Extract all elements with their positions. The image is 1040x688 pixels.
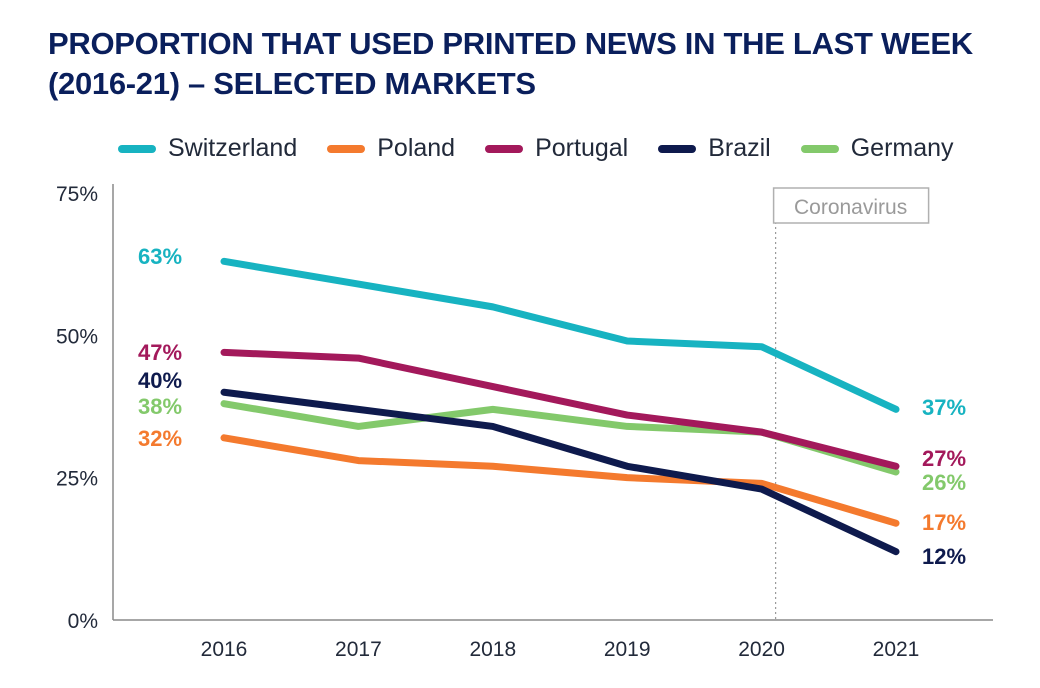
- end-label-brazil: 12%: [922, 544, 966, 569]
- legend-swatch-portugal: [485, 144, 524, 153]
- x-tick-label: 2016: [201, 638, 248, 661]
- legend-item-switzerland: Switzerland: [118, 134, 297, 163]
- legend-item-poland: Poland: [327, 134, 455, 163]
- x-tick-label: 2017: [335, 638, 382, 661]
- start-label-brazil: 40%: [138, 368, 182, 393]
- annotation-label: Coronavirus: [794, 196, 907, 219]
- start-label-poland: 32%: [138, 426, 182, 451]
- y-tick-label: 75%: [56, 183, 98, 206]
- y-tick-label: 0%: [68, 610, 98, 633]
- legend-label-germany: Germany: [850, 134, 954, 162]
- chart-title-line-2: (2016-21) – SELECTED MARKETS: [48, 66, 536, 101]
- legend-swatch-brazil: [658, 144, 697, 153]
- start-label-germany: 38%: [138, 394, 182, 419]
- legend-item-portugal: Portugal: [485, 134, 628, 163]
- end-label-switzerland: 37%: [922, 395, 966, 420]
- chart-legend: Switzerland Poland Portugal Brazil Germa…: [118, 134, 954, 163]
- chart-title-line-1: PROPORTION THAT USED PRINTED NEWS IN THE…: [48, 26, 973, 61]
- legend-swatch-germany: [800, 144, 839, 153]
- x-tick-label: 2021: [873, 638, 920, 661]
- chart-title: PROPORTION THAT USED PRINTED NEWS IN THE…: [48, 24, 1008, 104]
- series-line-poland: [220, 434, 900, 527]
- end-label-portugal: 27%: [922, 446, 966, 471]
- x-tick-label: 2020: [738, 638, 785, 661]
- series-line-switzerland: [220, 257, 900, 413]
- end-label-germany: 26%: [922, 470, 966, 495]
- y-tick-label: 50%: [56, 325, 98, 348]
- start-label-portugal: 47%: [138, 340, 182, 365]
- end-label-poland: 17%: [922, 510, 966, 535]
- annotation-box: [772, 187, 930, 224]
- legend-item-germany: Germany: [800, 134, 954, 163]
- series-line-portugal: [220, 348, 900, 470]
- legend-item-brazil: Brazil: [658, 134, 771, 163]
- legend-swatch-poland: [327, 144, 366, 153]
- x-tick-label: 2018: [469, 638, 516, 661]
- start-label-switzerland: 63%: [138, 244, 182, 269]
- y-tick-label: 25%: [56, 468, 98, 491]
- legend-label-poland: Poland: [377, 134, 456, 162]
- legend-label-portugal: Portugal: [535, 134, 629, 162]
- series-line-brazil: [220, 388, 900, 556]
- legend-label-switzerland: Switzerland: [168, 134, 298, 162]
- x-tick-label: 2019: [604, 638, 651, 661]
- legend-label-brazil: Brazil: [708, 134, 771, 162]
- legend-swatch-switzerland: [118, 144, 156, 153]
